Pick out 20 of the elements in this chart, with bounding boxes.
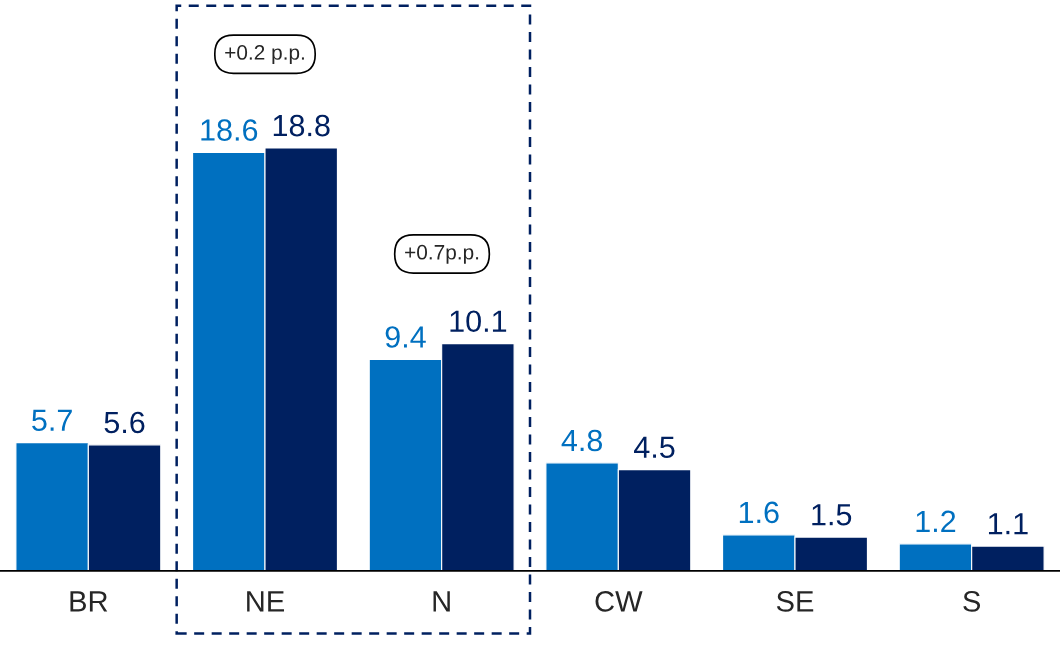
text: +0.2 p.p. [225, 45, 304, 64]
data-label: 10.1 [450, 310, 507, 333]
data-label: 18.6 [201, 119, 258, 141]
data-label: 1.5 [812, 504, 852, 526]
x-tick-label: NE [247, 591, 285, 612]
x-tick-label: BR [70, 591, 108, 612]
annotation: +0.7p.p. [405, 244, 479, 264]
data-label: 1.1 [988, 513, 1028, 535]
data-label: 9.4 [385, 326, 426, 348]
x-tick-label: S [963, 591, 981, 612]
data-label: 1.2 [916, 510, 956, 532]
data-label: 5.7 [32, 409, 72, 432]
data-label: 5.6 [104, 411, 145, 434]
x-tick-label: N [433, 591, 450, 612]
x-tick-label: SE [776, 591, 814, 612]
data-label: 18.8 [273, 114, 330, 137]
data-label: 1.6 [739, 501, 779, 524]
data-label: 4.8 [561, 429, 603, 452]
data-label: 4.5 [634, 436, 675, 459]
x-tick-label: CW [595, 591, 643, 612]
